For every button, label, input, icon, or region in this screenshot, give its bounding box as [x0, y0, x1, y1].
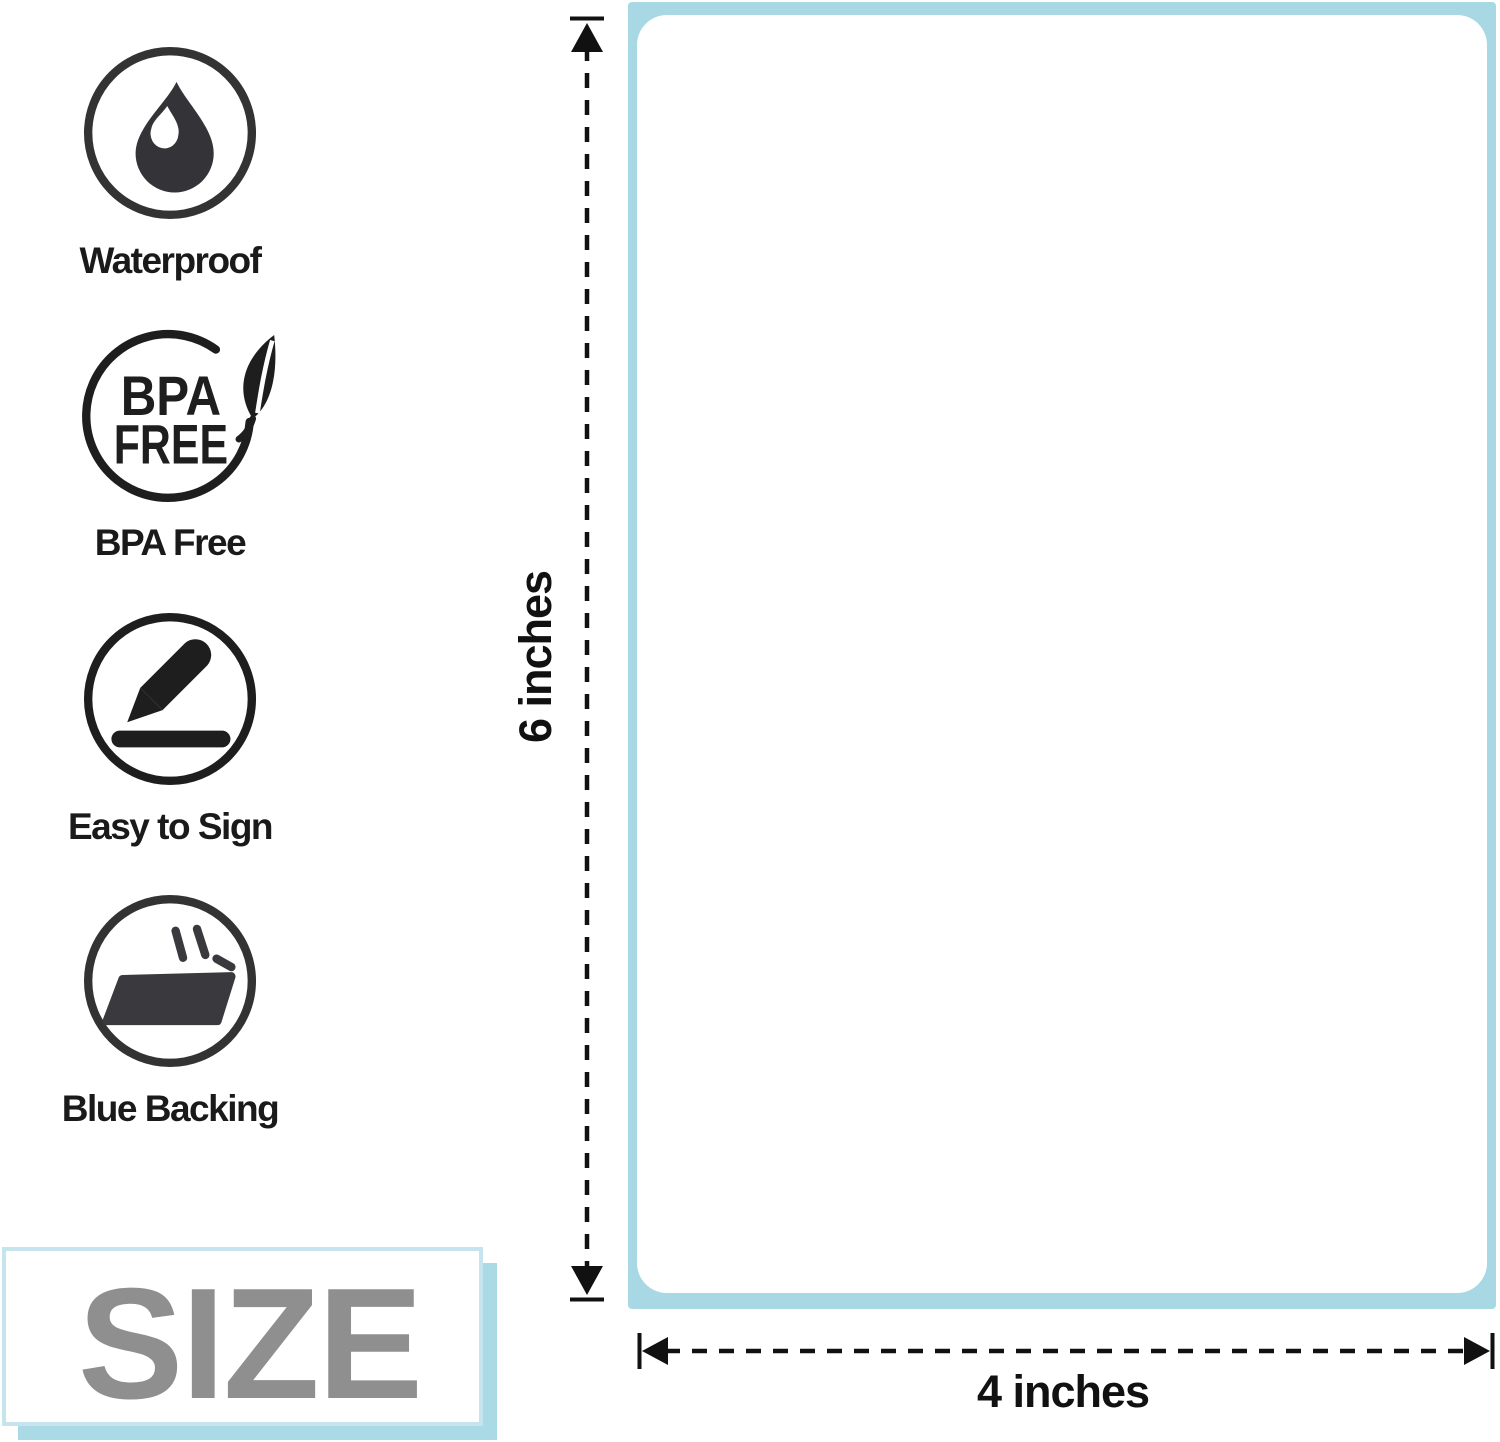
width-dimension-arrow [637, 1333, 1495, 1369]
feature-label: BPA Free [94, 522, 247, 563]
feature-bpa-free: BPA FREE BPA Free [30, 322, 310, 563]
label-white-face [637, 15, 1487, 1293]
size-panel: SIZE [2, 1247, 483, 1426]
water-drop-icon [83, 46, 257, 220]
label-backing-icon [83, 894, 257, 1068]
size-title: SIZE [77, 1255, 423, 1432]
label-blue-backing [628, 2, 1496, 1309]
feature-label: Easy to Sign [67, 806, 274, 847]
feature-easy-to-sign: Easy to Sign [30, 606, 310, 847]
feature-label: Blue Backing [61, 1088, 280, 1129]
feature-blue-backing: Blue Backing [30, 888, 310, 1129]
pencil-sign-icon [83, 612, 257, 786]
width-dimension-label: 4 inches [976, 1366, 1150, 1417]
feature-label: Waterproof [79, 240, 262, 281]
height-dimension-arrow [570, 16, 604, 1302]
feature-waterproof: Waterproof [30, 40, 310, 281]
height-dimension-label: 6 inches [510, 570, 561, 744]
bpa-free-icon: BPA FREE [82, 329, 276, 502]
bpa-badge-line1: BPA [121, 364, 221, 427]
bpa-badge-line2: FREE [114, 412, 228, 475]
